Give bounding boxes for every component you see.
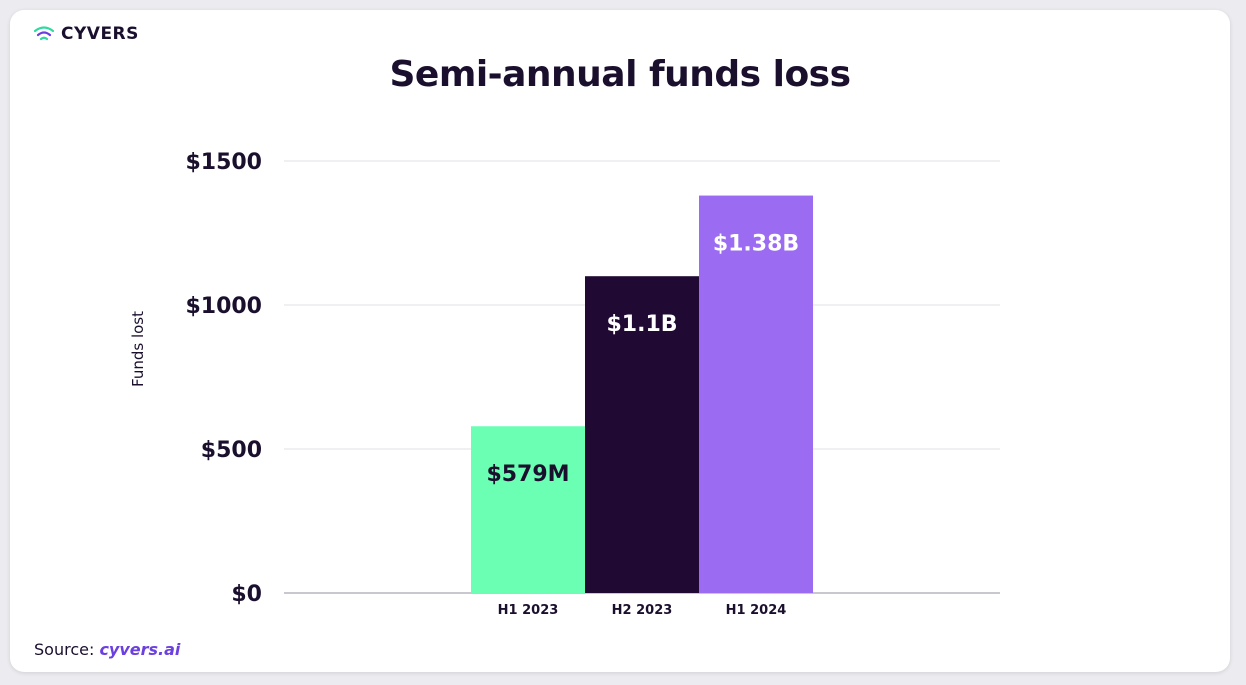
- brand-logo: CYVERS: [34, 24, 139, 44]
- bar: [699, 195, 813, 593]
- source-note: Source: cyvers.ai: [34, 640, 180, 659]
- chart-card: CYVERS Semi-annual funds loss $0 $500 $100…: [10, 10, 1230, 672]
- brand-name: CYVERS: [61, 24, 139, 44]
- bar-chart: $0 $500 $1000 $1500 Funds lost $579M H1 2023 $1…: [129, 150, 1000, 618]
- bar: [585, 276, 699, 593]
- source-label: Source:: [34, 640, 95, 659]
- bar: [471, 426, 585, 593]
- bar-data-label: $579M: [486, 462, 569, 487]
- bar-data-label: $1.38B: [713, 232, 799, 257]
- y-tick-label: $1500: [185, 150, 262, 175]
- y-axis-label: Funds lost: [129, 311, 147, 387]
- x-tick-label: H1 2024: [726, 603, 787, 618]
- source-link[interactable]: cyvers.ai: [99, 640, 181, 659]
- x-tick-label: H2 2023: [612, 603, 673, 618]
- wifi-signal-icon: [34, 26, 54, 41]
- y-tick-label: $0: [231, 582, 262, 607]
- y-tick-label: $500: [201, 438, 262, 463]
- y-tick-label: $1000: [185, 294, 262, 319]
- bar-data-label: $1.1B: [606, 312, 677, 337]
- x-tick-label: H1 2023: [498, 603, 559, 618]
- chart-title: Semi-annual funds loss: [389, 54, 851, 95]
